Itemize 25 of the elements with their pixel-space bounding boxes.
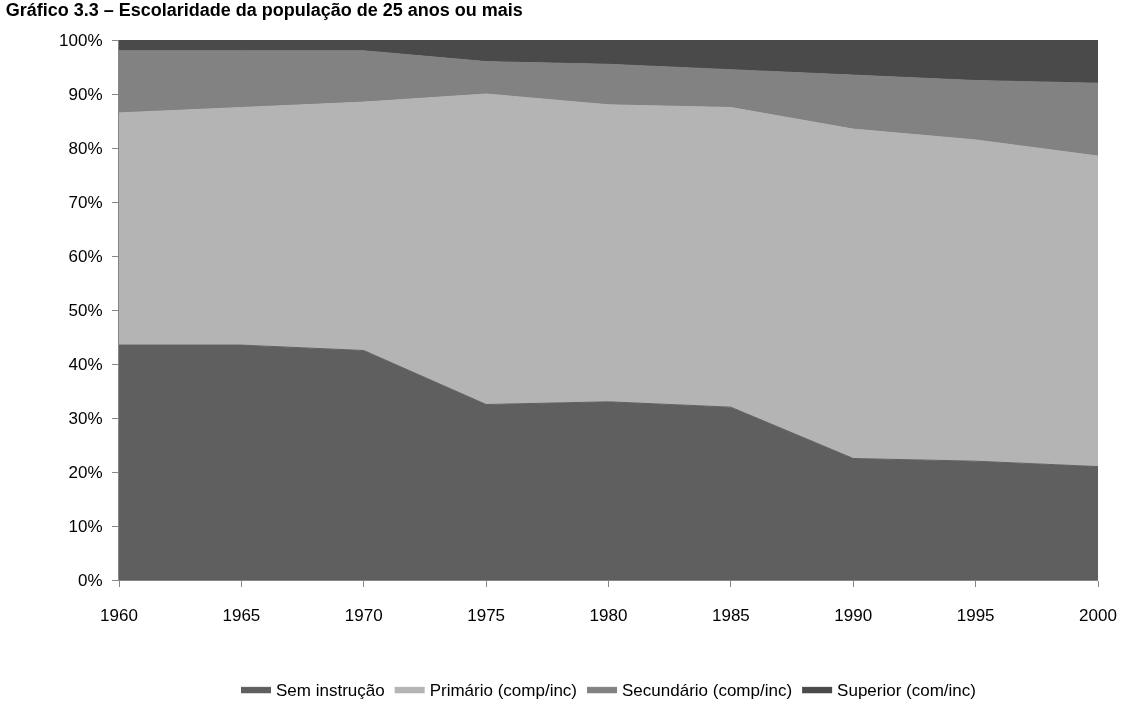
y-tick-label: 60%	[68, 246, 103, 266]
y-tick-label: 40%	[68, 354, 103, 374]
chart-title: Gráfico 3.3 – Escolaridade da população de 25 anos ou mais	[5, 0, 523, 21]
x-tick-label: 2000	[1079, 606, 1117, 626]
legend-label: Superior (com/inc)	[837, 680, 976, 700]
x-tick-label: 1970	[344, 606, 383, 626]
y-tick-label: 20%	[68, 462, 103, 482]
legend-label: Sem instrução	[276, 680, 385, 700]
y-tick-label: 70%	[68, 192, 103, 212]
x-tick-label: 1990	[834, 606, 873, 626]
y-tick-label: 10%	[68, 516, 103, 536]
legend-label: Secundário (comp/inc)	[622, 680, 793, 700]
x-tick-label: 1960	[100, 606, 138, 626]
y-tick-label: 80%	[68, 138, 103, 158]
y-tick-label: 100%	[59, 30, 103, 50]
x-tick-label: 1980	[589, 606, 628, 626]
x-tick-label: 1995	[956, 606, 995, 626]
x-tick-label: 1975	[467, 606, 506, 626]
legend-label: Primário (comp/inc)	[429, 680, 578, 700]
y-tick-label: 0%	[78, 570, 103, 590]
x-tick-label: 1985	[711, 606, 750, 626]
y-tick-label: 50%	[68, 300, 103, 320]
x-tick-label: 1965	[222, 606, 261, 626]
y-tick-label: 30%	[68, 408, 103, 428]
y-tick-label: 90%	[68, 84, 103, 104]
